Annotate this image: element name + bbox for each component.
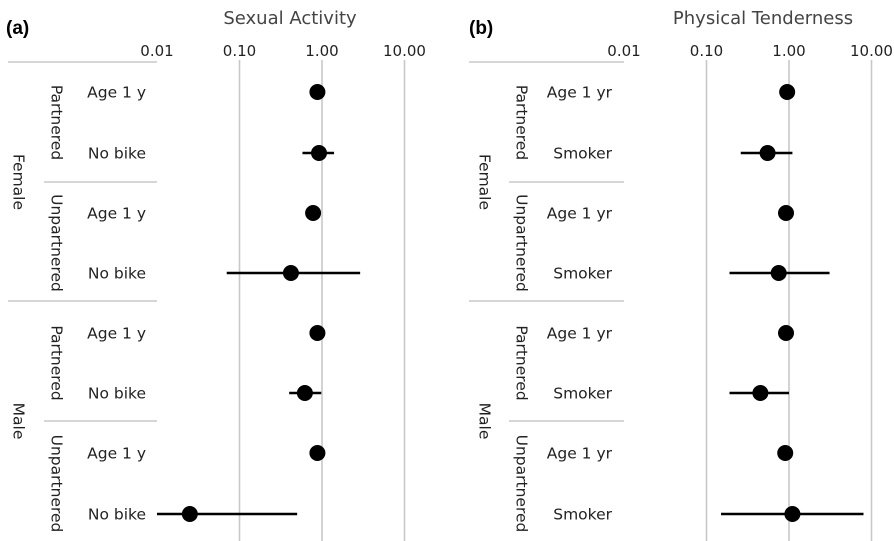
status-label: Unpartnered (513, 435, 531, 533)
estimate-point (305, 205, 322, 221)
chart-title: Physical Tenderness (673, 8, 853, 29)
x-tick-label: 0.01 (140, 42, 173, 60)
chart-title: Sexual Activity (223, 8, 357, 29)
row-label: Age 1 yr (547, 205, 613, 223)
row-label: Smoker (553, 145, 612, 163)
sex-label: Female (10, 154, 28, 210)
sex-label: Male (10, 403, 28, 440)
status-label: Partnered (48, 85, 66, 160)
estimate-point (778, 325, 795, 341)
row-label: Age 1 y (87, 325, 146, 343)
row-label: Age 1 y (87, 445, 146, 463)
row-label: Age 1 y (87, 84, 146, 102)
row-label: Smoker (553, 506, 612, 524)
estimate-point (181, 506, 198, 522)
row-label: Age 1 yr (547, 445, 613, 463)
row-label: Age 1 y (87, 205, 146, 223)
sex-label: Female (476, 154, 494, 210)
estimate-point (759, 145, 776, 161)
status-label: Unpartnered (513, 194, 531, 292)
status-label: Partnered (48, 325, 66, 400)
estimate-point (778, 205, 795, 221)
estimate-point (309, 84, 326, 100)
estimate-point (752, 385, 769, 401)
x-tick-label: 1.00 (772, 42, 805, 60)
estimate-point (311, 145, 328, 161)
status-label: Partnered (513, 325, 531, 400)
row-label: Smoker (553, 385, 612, 403)
estimate-point (296, 385, 313, 401)
row-label: Smoker (553, 265, 612, 283)
x-tick-label: 10.00 (383, 42, 426, 60)
estimate-point (779, 84, 796, 100)
x-tick-label: 1.00 (305, 42, 338, 60)
row-label: Age 1 yr (547, 84, 613, 102)
panel-letter: (b) (469, 18, 493, 39)
estimate-point (777, 445, 794, 461)
estimate-point (770, 265, 787, 281)
status-label: Unpartnered (48, 435, 66, 533)
row-label: No bike (88, 506, 146, 524)
panel-b: (b) Physical Tenderness 0.01 0.10 1.00 10.00 F… (469, 8, 893, 541)
sex-label: Male (476, 403, 494, 440)
x-tick-label: 0.01 (607, 42, 640, 60)
x-tick-label: 10.00 (850, 42, 893, 60)
panel-a: (a) Sexual Activity 0.01 0.10 1.00 10.00 Femal… (6, 8, 426, 541)
panel-letter: (a) (6, 18, 29, 39)
row-label: No bike (88, 145, 146, 163)
status-label: Unpartnered (48, 194, 66, 292)
estimate-point (309, 325, 326, 341)
row-label: Age 1 yr (547, 325, 613, 343)
estimate-point (784, 506, 801, 522)
row-label: No bike (88, 385, 146, 403)
status-label: Partnered (513, 85, 531, 160)
row-label: No bike (88, 265, 146, 283)
estimate-point (309, 445, 326, 461)
estimate-point (282, 265, 299, 281)
x-tick-label: 0.10 (223, 42, 256, 60)
x-tick-label: 0.10 (690, 42, 723, 60)
